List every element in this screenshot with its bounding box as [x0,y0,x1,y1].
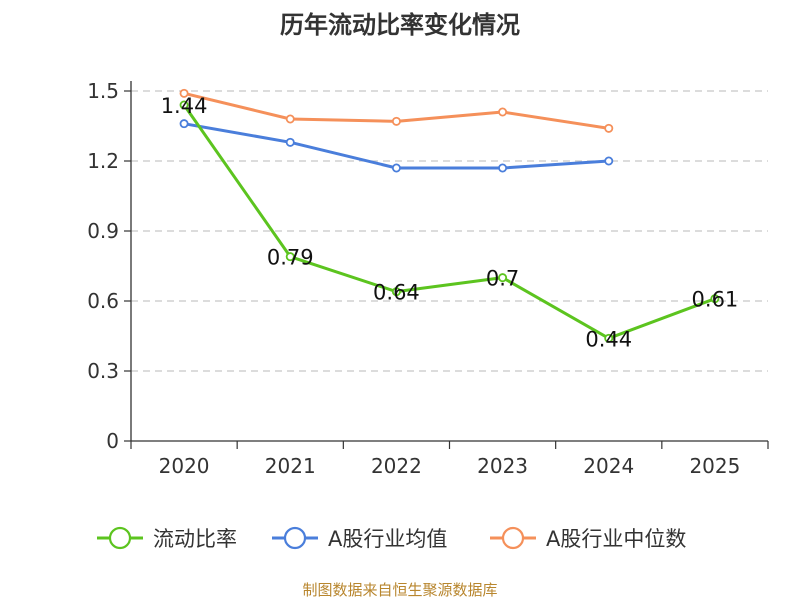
legend-label: 流动比率 [153,527,237,551]
data-point [604,156,614,166]
data-point [498,107,508,117]
data-label: 0.64 [373,281,420,305]
x-tick-label: 2022 [371,454,422,478]
y-tick-label: 0 [106,429,119,453]
data-point [604,333,614,343]
data-point [604,123,614,133]
data-label: 0.79 [267,246,314,270]
y-tick-label: 0.9 [87,219,119,243]
data-label: 0.7 [486,267,519,291]
legend-marker [283,526,307,550]
legend-label: A股行业中位数 [546,527,686,551]
data-point [179,88,189,98]
data-point [285,137,295,147]
source-note: 制图数据来自恒生聚源数据库 [302,581,497,599]
data-point [285,252,295,262]
legend-marker [501,526,525,550]
data-point [391,163,401,173]
y-tick-label: 1.5 [87,79,119,103]
legend-label: A股行业均值 [328,527,447,551]
y-tick-label: 0.3 [87,359,119,383]
data-point [179,100,189,110]
data-point [710,294,720,304]
data-point [179,119,189,129]
data-label: 0.44 [585,327,632,351]
x-tick-label: 2023 [477,454,528,478]
legend-marker [108,526,132,550]
legend: 流动比率 A股行业均值 A股行业中位数 [97,526,686,551]
y-tick-label: 0.6 [87,289,119,313]
data-labels: 1.44 0.79 0.64 0.7 0.44 0.61 [161,94,739,351]
series-lines [179,88,720,343]
data-label: 0.61 [692,288,739,312]
chart-title: 历年流动比率变化情况 [280,11,520,39]
x-tick-label: 2025 [689,454,740,478]
data-point [498,163,508,173]
y-tick-label: 1.2 [87,149,119,173]
x-tick-label: 2021 [265,454,316,478]
gridlines [131,90,768,372]
axes: 0 0.3 0.6 0.9 1.2 1.5 2020 2021 2022 2023 2024 2025 [87,79,769,478]
series-line-0 [182,104,716,340]
data-point [498,273,508,283]
x-tick-label: 2024 [583,454,634,478]
x-tick-label: 2020 [159,454,210,478]
data-point [285,114,295,124]
data-point [391,116,401,126]
data-point [391,287,401,297]
data-label: 1.44 [161,94,208,118]
